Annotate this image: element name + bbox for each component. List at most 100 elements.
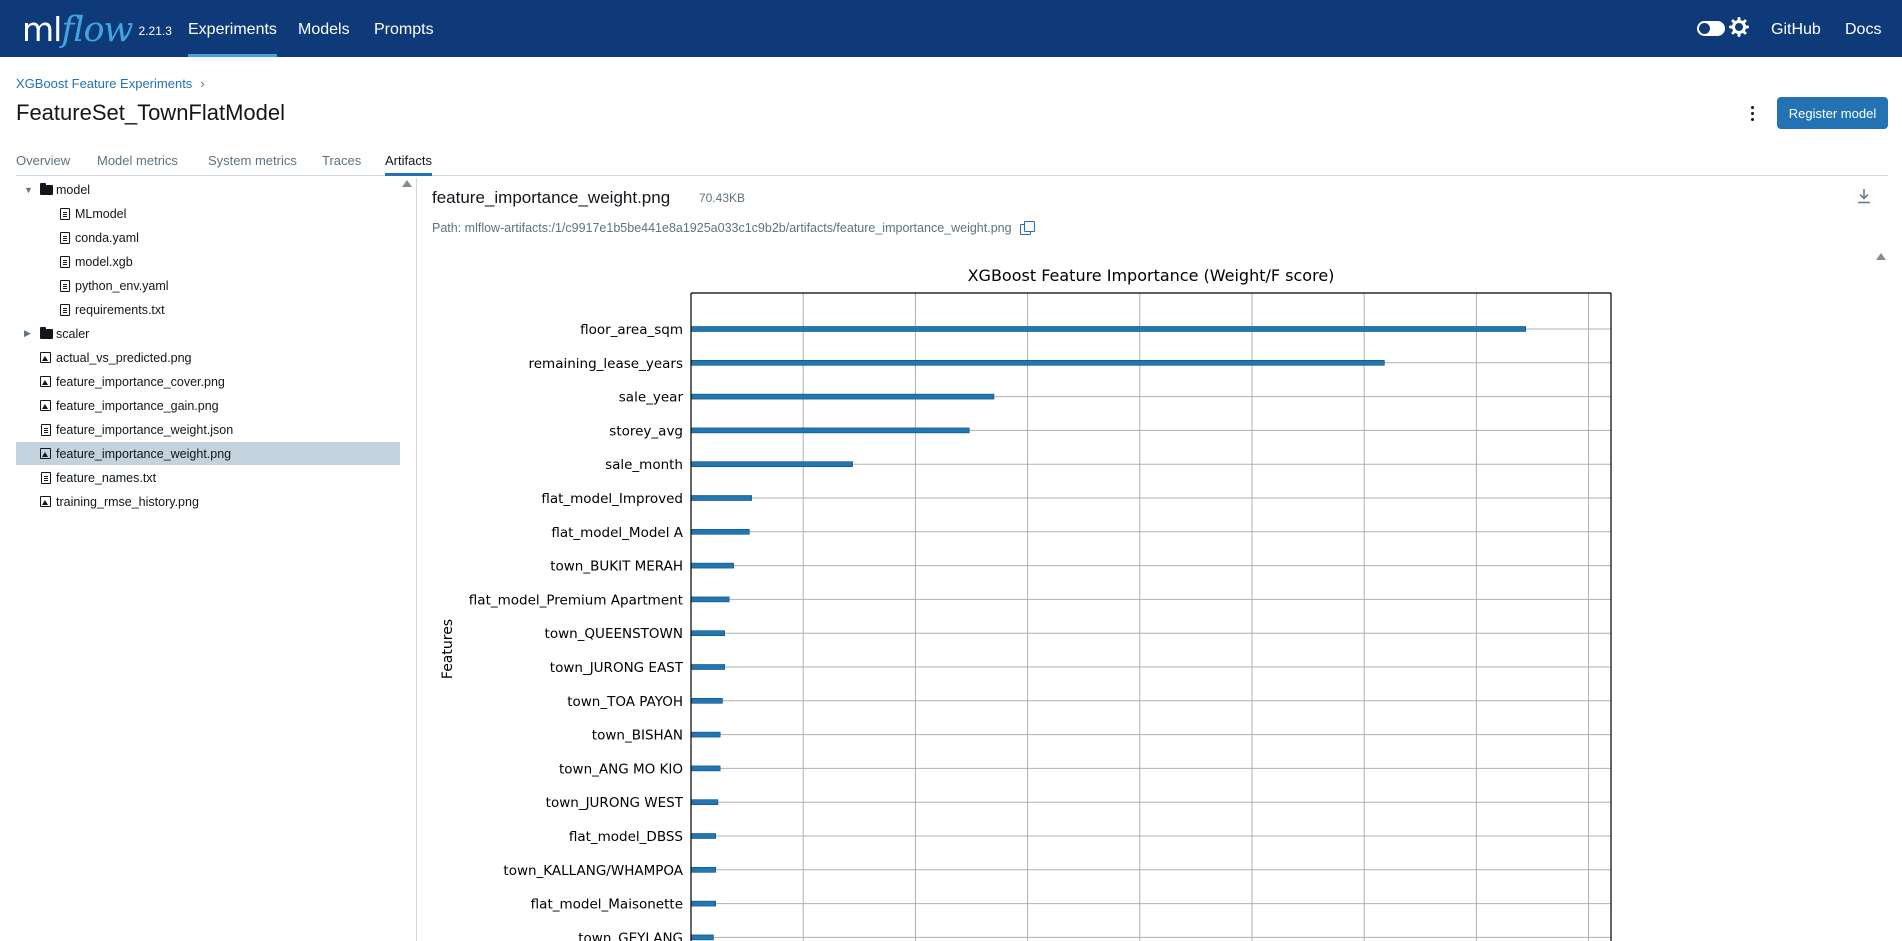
chart-title: XGBoost Feature Importance (Weight/F sco… (968, 266, 1335, 285)
y-tick-label: town_QUEENSTOWN (545, 626, 683, 642)
bar-flat-model-maisonette (690, 900, 716, 907)
version-label: 2.21.3 (138, 24, 172, 38)
file-icon (41, 424, 51, 436)
bar-remaining-lease-years (690, 360, 1385, 366)
artifact-path: Path: mlflow-artifacts:/1/c9917e1b5be441… (432, 221, 1012, 235)
tree-file-mlmodel[interactable]: MLmodel (16, 202, 400, 225)
register-model-button[interactable]: Register model (1777, 97, 1888, 129)
nav-models[interactable]: Models (298, 21, 350, 38)
bar-town-toa-payoh (690, 697, 723, 704)
docs-link[interactable]: Docs (1845, 21, 1882, 38)
tree-folder-scaler[interactable]: ▶ scaler (16, 322, 400, 345)
tree-file-model-xgb[interactable]: model.xgb (16, 250, 400, 273)
tree-file-actual-vs-predicted[interactable]: actual_vs_predicted.png (16, 346, 400, 369)
tab-model-metrics[interactable]: Model metrics (97, 153, 178, 168)
copy-icon[interactable] (1019, 221, 1035, 235)
tree-file-feature-names[interactable]: feature_names.txt (16, 466, 400, 489)
file-icon (60, 256, 70, 268)
tree-item-label: python_env.yaml (75, 278, 169, 293)
bar-town-kallang-whampoa (690, 866, 716, 873)
tree-item-label: conda.yaml (75, 230, 139, 245)
file-icon (41, 472, 51, 484)
breadcrumb: XGBoost Feature Experiments › (16, 76, 205, 91)
y-tick-label: floor_area_sqm (580, 322, 683, 338)
file-icon (60, 280, 70, 292)
y-tick-label: town_KALLANG/WHAMPOA (503, 863, 683, 879)
y-tick-label: sale_year (619, 390, 684, 406)
mlflow-logo[interactable]: ml flow 2.21.3 (22, 6, 172, 50)
tree-file-conda[interactable]: conda.yaml (16, 226, 400, 249)
tab-traces[interactable]: Traces (322, 153, 362, 168)
run-tabs: Overview Model metrics System metrics Tr… (16, 152, 1888, 176)
top-nav: ml flow 2.21.3 Experiments Models Prompt… (0, 0, 1902, 57)
tab-system-metrics[interactable]: System metrics (208, 153, 297, 168)
pane-divider[interactable] (416, 178, 417, 941)
preview-scroll-up-arrow[interactable] (1876, 253, 1886, 260)
tree-file-requirements[interactable]: requirements.txt (16, 298, 400, 321)
image-file-icon (40, 496, 51, 507)
tree-item-label: MLmodel (75, 206, 127, 221)
dark-mode-toggle[interactable] (1697, 21, 1725, 36)
bar-town-ang-mo-kio (690, 765, 721, 772)
artifact-tree: ▼ model MLmodel conda.yaml model.xgb pyt… (16, 178, 400, 941)
gear-icon[interactable] (1729, 17, 1749, 37)
page-title: FeatureSet_TownFlatModel (16, 100, 286, 125)
tab-artifacts[interactable]: Artifacts (385, 152, 432, 176)
tree-item-label: training_rmse_history.png (56, 494, 199, 509)
tree-item-label: scaler (56, 326, 90, 341)
image-file-icon (40, 400, 51, 411)
bar-sale-year (690, 393, 995, 400)
nav-experiments[interactable]: Experiments (188, 0, 277, 57)
tab-overview[interactable]: Overview (16, 153, 71, 168)
tree-file-importance-gain[interactable]: feature_importance_gain.png (16, 394, 400, 417)
breadcrumb-experiment-link[interactable]: XGBoost Feature Experiments (16, 76, 193, 91)
nav-prompts[interactable]: Prompts (374, 21, 434, 38)
tree-file-importance-cover[interactable]: feature_importance_cover.png (16, 370, 400, 393)
file-icon (60, 304, 70, 316)
artifact-file-name: feature_importance_weight.png (432, 188, 671, 207)
y-tick-label: flat_model_Maisonette (531, 897, 683, 913)
y-tick-label: storey_avg (609, 423, 683, 439)
y-tick-label: flat_model_Improved (541, 491, 683, 507)
bar-floor-area-sqm (690, 326, 1527, 332)
tree-file-training-rmse[interactable]: training_rmse_history.png (16, 490, 400, 513)
y-tick-label: town_GEYLANG (578, 930, 683, 941)
y-tick-label: town_JURONG EAST (550, 660, 684, 676)
more-options-icon[interactable] (1742, 101, 1762, 125)
github-link[interactable]: GitHub (1771, 21, 1821, 38)
tree-item-label: feature_importance_cover.png (56, 374, 225, 389)
file-icon (60, 232, 70, 244)
y-tick-label: town_JURONG WEST (546, 795, 684, 811)
artifact-file-size: 70.43KB (699, 191, 746, 205)
y-tick-label: town_BISHAN (592, 728, 683, 744)
bar-town-geylang (690, 934, 714, 941)
download-icon[interactable] (1857, 188, 1871, 204)
bar-town-jurong-west (690, 799, 719, 806)
bar-town-bukit-merah (690, 562, 734, 569)
y-tick-label: flat_model_Premium Apartment (469, 592, 683, 608)
logo-flow-text: flow (61, 10, 133, 50)
tree-item-label: model.xgb (75, 254, 133, 269)
bar-town-queenstown (690, 630, 725, 637)
tree-item-label: requirements.txt (75, 302, 165, 317)
y-axis-label: Features (440, 619, 456, 679)
breadcrumb-separator: › (200, 76, 205, 91)
y-tick-label: sale_month (605, 457, 683, 473)
tree-folder-model[interactable]: ▼ model (16, 178, 400, 201)
bar-town-bishan (690, 731, 721, 738)
feature-importance-chart: XGBoost Feature Importance (Weight/F sco… (440, 266, 1612, 941)
y-tick-label: flat_model_DBSS (569, 829, 683, 845)
image-file-icon (40, 376, 51, 387)
caret-down-icon[interactable]: ▼ (24, 184, 33, 195)
image-file-icon (40, 352, 51, 363)
tree-item-label: feature_names.txt (56, 470, 157, 485)
tree-file-importance-weight-json[interactable]: feature_importance_weight.json (16, 418, 400, 441)
bar-storey-avg (690, 427, 970, 434)
tree-file-python-env[interactable]: python_env.yaml (16, 274, 400, 297)
tree-item-label: feature_importance_gain.png (56, 398, 219, 413)
tree-file-importance-weight-png[interactable]: feature_importance_weight.png (16, 442, 400, 465)
folder-icon (40, 327, 53, 339)
bar-flat-model-model-a (690, 528, 750, 535)
tree-scroll-up-arrow[interactable] (402, 180, 412, 187)
caret-right-icon[interactable]: ▶ (24, 328, 31, 338)
